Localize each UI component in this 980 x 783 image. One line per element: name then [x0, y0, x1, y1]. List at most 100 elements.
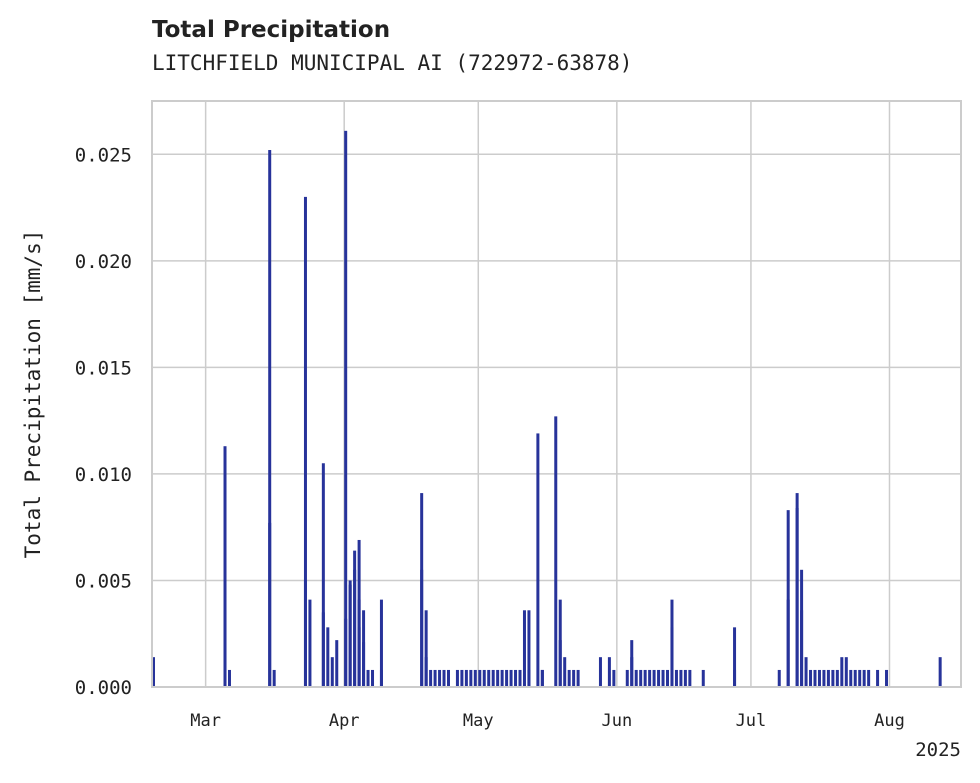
precipitation-bar: [272, 669, 276, 687]
precipitation-bar: [496, 669, 500, 687]
precipitation-bar: [478, 669, 482, 687]
precipitation-bar: [438, 669, 442, 687]
precipitation-bar: [308, 599, 312, 687]
x-axis-ticks: Mar Apr May Jun Jul Aug: [190, 711, 905, 731]
precipitation-bar: [321, 612, 325, 687]
precipitation-bar: [357, 627, 361, 687]
x-tick-label: Mar: [190, 711, 221, 731]
precipitation-bar: [460, 669, 464, 687]
precipitation-bar: [867, 669, 871, 687]
precipitation-bar: [683, 669, 687, 687]
precipitation-bar: [424, 657, 428, 687]
precipitation-bar: [379, 599, 383, 687]
precipitation-bar: [835, 669, 839, 687]
precipitation-bar: [424, 610, 428, 687]
y-tick-label: 0.000: [75, 677, 132, 699]
precipitation-bar: [505, 669, 509, 687]
precipitation-bar: [661, 669, 665, 687]
precipitation-bar: [809, 669, 813, 687]
precipitation-bar: [554, 416, 558, 687]
precipitation-bar: [598, 657, 602, 687]
precipitation-bar: [353, 569, 357, 687]
precipitation-bar: [817, 669, 821, 687]
precipitation-bar: [643, 669, 647, 687]
precipitation-bar: [514, 669, 518, 687]
precipitation-bar: [849, 669, 853, 687]
plot-frame: [151, 100, 962, 688]
precipitation-bar: [362, 642, 366, 687]
precipitation-bar: [701, 669, 705, 687]
precipitation-bar: [464, 669, 468, 687]
precipitation-bar: [420, 569, 424, 687]
precipitation-bar: [862, 669, 866, 687]
precipitation-bar: [527, 610, 531, 687]
x-axis-offset-label: 2025: [915, 739, 961, 761]
precipitation-bar: [679, 669, 683, 687]
precipitation-bar: [433, 669, 437, 687]
precipitation-bar: [625, 669, 629, 687]
precipitation-bar: [527, 669, 531, 687]
precipitation-bar: [607, 657, 611, 687]
y-tick-label: 0.010: [75, 464, 132, 486]
x-tick-label: May: [463, 711, 494, 731]
precipitation-bar: [371, 669, 375, 687]
precipitation-bar: [491, 669, 495, 687]
x-tick-label: Aug: [874, 711, 905, 731]
precipitation-bar: [303, 580, 307, 687]
precipitation-bar: [567, 669, 571, 687]
precipitation-bar: [330, 657, 334, 687]
precipitation-bar: [487, 669, 491, 687]
precipitation-bar: [666, 669, 670, 687]
precipitation-bar: [840, 657, 844, 687]
precipitation-bar: [822, 669, 826, 687]
y-tick-label: 0.020: [75, 251, 132, 273]
chart-subtitle: LITCHFIELD MUNICIPAL AI (722972-63878): [152, 51, 633, 75]
precipitation-bar: [800, 610, 804, 687]
precipitation-bar: [442, 669, 446, 687]
precipitation-bar: [831, 669, 835, 687]
precipitation-bar: [446, 669, 450, 687]
precipitation-bar: [674, 669, 678, 687]
y-tick-label: 0.005: [75, 570, 132, 592]
precipitation-bar: [826, 669, 830, 687]
precipitation-bar: [804, 657, 808, 687]
precipitation-bar: [858, 669, 862, 687]
precipitation-bar: [670, 627, 674, 687]
precipitation-bar: [844, 657, 848, 687]
precipitation-bar: [786, 599, 790, 687]
precipitation-bar: [227, 669, 231, 687]
precipitation-bar: [348, 584, 352, 687]
precipitation-bar: [223, 610, 227, 687]
precipitation-bar: [652, 669, 656, 687]
precipitation-bar: [795, 508, 799, 687]
precipitation-bar: [379, 669, 383, 687]
precipitation-bar: [303, 196, 307, 687]
precipitation-bar: [648, 669, 652, 687]
x-tick-label: Jul: [736, 711, 767, 731]
precipitation-bar: [634, 669, 638, 687]
precipitation-bar: [469, 669, 473, 687]
precipitation-bar: [152, 657, 155, 687]
precipitation-bar: [688, 669, 692, 687]
precipitation-bar: [268, 150, 272, 687]
precipitation-bar: [518, 669, 522, 687]
precipitation-bar: [223, 446, 227, 687]
precipitation-bar: [572, 669, 576, 687]
precipitation-bar: [612, 669, 616, 687]
precipitation-bar: [876, 669, 880, 687]
precipitation-bar: [455, 669, 459, 687]
precipitation-bar: [500, 669, 504, 687]
precipitation-bar: [482, 669, 486, 687]
precipitation-bar: [813, 669, 817, 687]
precipitation-bar: [429, 669, 433, 687]
precipitation-bar: [558, 640, 562, 687]
y-tick-label: 0.015: [75, 357, 132, 379]
y-tick-label: 0.025: [75, 144, 132, 166]
y-axis-ticks: 0.000 0.005 0.010 0.015 0.020 0.025: [75, 144, 132, 699]
precipitation-bar: [733, 627, 737, 687]
precipitation-bar: [885, 669, 889, 687]
precipitation-bar: [853, 669, 857, 687]
x-tick-label: Jun: [601, 711, 632, 731]
bar-series: [152, 130, 942, 687]
